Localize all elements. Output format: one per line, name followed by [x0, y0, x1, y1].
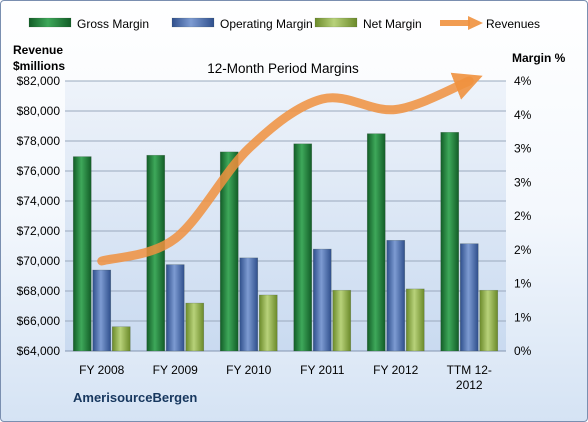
legend: Gross Margin Operating Margin Net Margin Re… — [28, 16, 540, 31]
left-tick-label: $72,000 — [17, 224, 61, 238]
bar-series — [72, 132, 499, 352]
left-tick-label: $70,000 — [17, 254, 61, 268]
left-axis: $64,000 $66,000 $68,000 $70,000 $72,000 $74,0… — [17, 74, 61, 358]
left-tick-label: $64,000 — [17, 344, 61, 358]
left-tick-label: $66,000 — [17, 314, 61, 328]
bar-gross-margin — [293, 143, 313, 352]
right-tick-label: 4% — [514, 74, 532, 88]
left-tick-label: $74,000 — [17, 194, 61, 208]
left-axis-label-line2: $millions — [13, 59, 65, 73]
right-tick-label: 1% — [514, 310, 532, 324]
legend-label: Operating Margin — [220, 17, 313, 31]
bar-net-margin — [405, 288, 425, 352]
company-name: AmerisourceBergen — [73, 390, 197, 405]
right-axis: 0% 1% 1% 2% 2% 3% 3% 4% 4% — [514, 74, 532, 358]
bar-gross-margin — [219, 151, 239, 352]
bar-gross-margin — [366, 133, 386, 352]
right-tick-label: 0% — [514, 344, 532, 358]
revenues-line — [97, 72, 483, 266]
right-tick-label: 3% — [514, 142, 532, 156]
legend-swatch-net-margin — [314, 17, 358, 28]
legend-label: Net Margin — [363, 17, 422, 31]
legend-label: Gross Margin — [77, 17, 149, 31]
left-tick-label: $68,000 — [17, 284, 61, 298]
left-tick-label: $82,000 — [17, 74, 61, 88]
x-tick-label: FY 2009 — [153, 363, 198, 377]
x-tick-label: FY 2012 — [373, 363, 418, 377]
bar-operating-margin — [312, 248, 332, 352]
bar-net-margin — [479, 289, 499, 352]
bar-operating-margin — [459, 243, 479, 352]
x-tick-label: FY 2011 — [300, 363, 345, 377]
gridlines — [65, 80, 506, 352]
right-tick-label: 2% — [514, 209, 532, 223]
bar-net-margin — [185, 302, 205, 352]
bar-net-margin — [332, 289, 352, 352]
x-tick-label: TTM 12- — [447, 363, 492, 377]
legend-swatch-gross-margin — [28, 17, 72, 28]
legend-label: Revenues — [486, 17, 540, 31]
left-tick-label: $78,000 — [17, 134, 61, 148]
plot-area — [65, 81, 506, 351]
right-tick-label: 4% — [514, 108, 532, 122]
bar-net-margin — [111, 326, 131, 352]
bar-gross-margin — [440, 132, 460, 352]
revenues-line-path — [97, 72, 483, 266]
right-tick-label: 2% — [514, 243, 532, 257]
bar-operating-margin — [239, 257, 259, 352]
legend-swatch-operating-margin — [171, 17, 215, 28]
left-tick-label: $76,000 — [17, 164, 61, 178]
x-tick-label: 2012 — [456, 378, 483, 392]
x-tick-label: FY 2010 — [226, 363, 271, 377]
legend-arrow-icon — [468, 16, 483, 30]
left-axis-label-line1: Revenue — [13, 43, 63, 57]
chart-title: 12-Month Period Margins — [207, 61, 359, 76]
left-tick-label: $80,000 — [17, 104, 61, 118]
bar-net-margin — [258, 294, 278, 352]
bar-gross-margin — [72, 156, 92, 352]
right-tick-label: 3% — [514, 175, 532, 189]
x-tick-label: FY 2008 — [79, 363, 124, 377]
bar-operating-margin — [165, 264, 185, 352]
x-axis: FY 2008 FY 2009 FY 2010 FY 2011 FY 2012 TTM 1… — [79, 363, 492, 392]
bar-operating-margin — [386, 240, 406, 352]
right-axis-label: Margin % — [512, 51, 566, 65]
right-tick-label: 1% — [514, 277, 532, 291]
bar-operating-margin — [92, 269, 112, 352]
